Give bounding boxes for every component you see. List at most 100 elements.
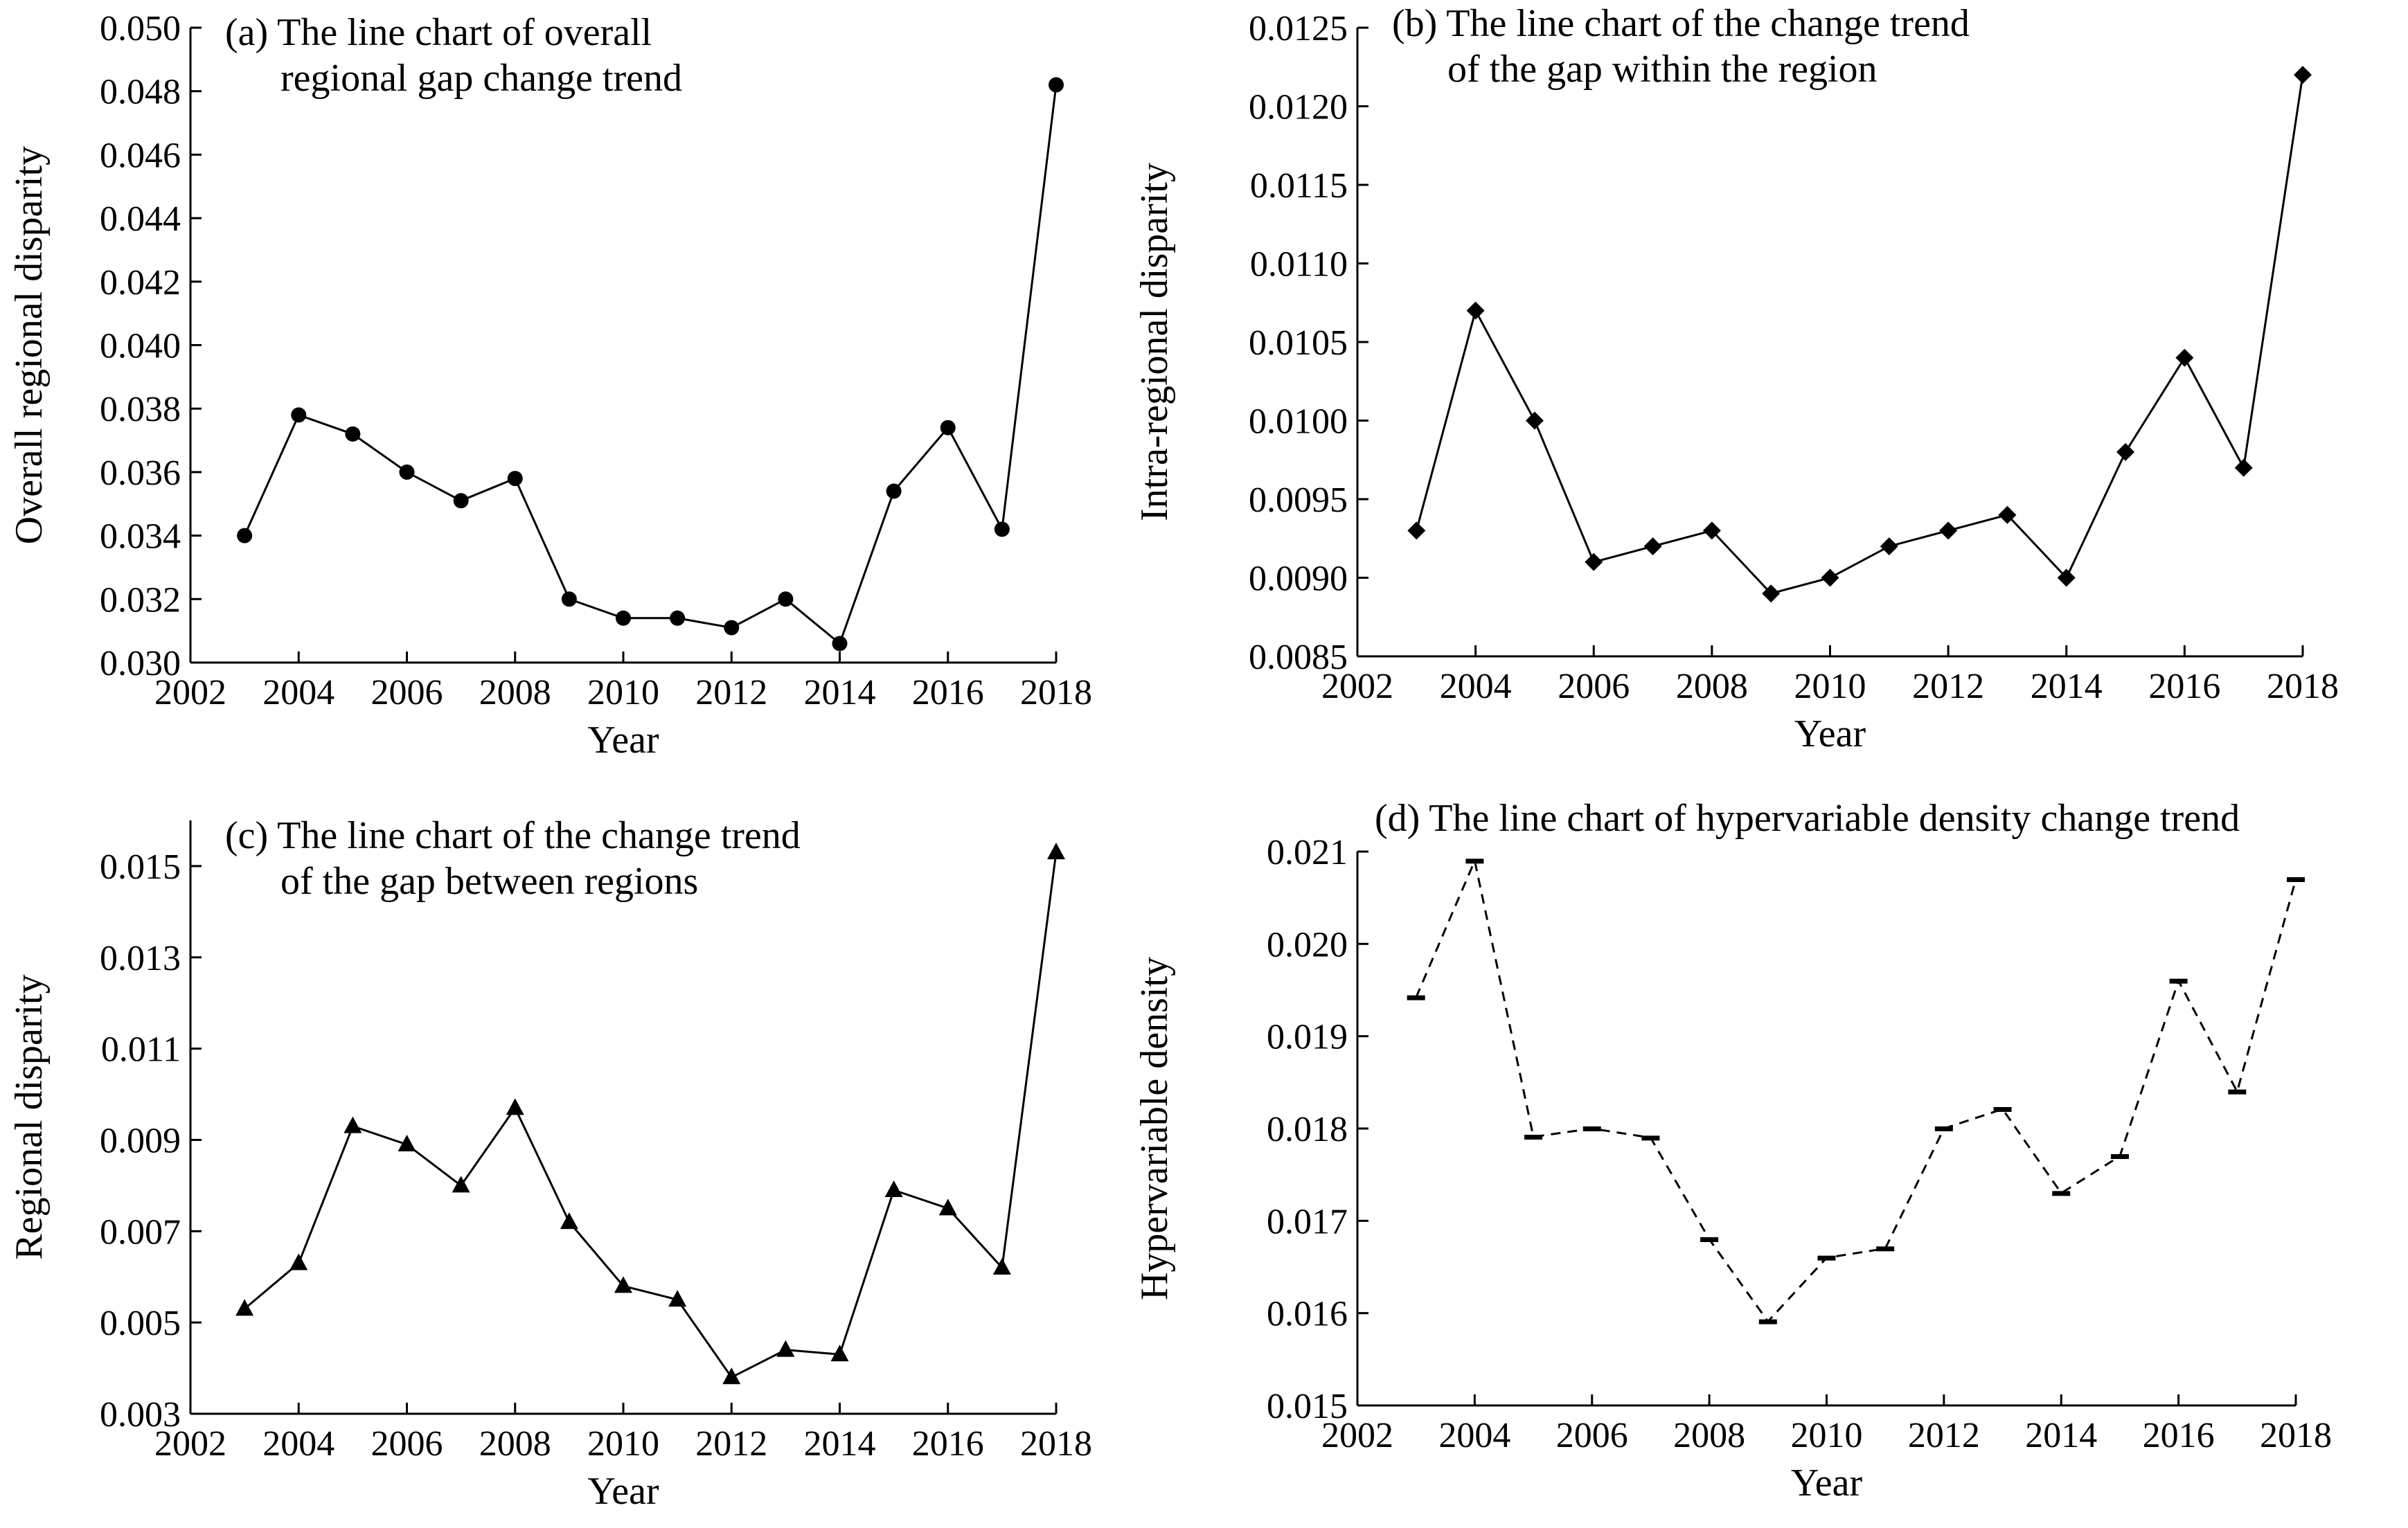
y-tick-label: 0.020 (1267, 925, 1348, 964)
data-point (1407, 995, 1425, 1000)
y-tick-label: 0.011 (101, 1030, 181, 1070)
data-point (2287, 877, 2305, 882)
y-tick-label: 0.003 (100, 1395, 181, 1435)
data-point (1524, 1135, 1543, 1140)
x-tick-label: 2012 (695, 1424, 767, 1464)
series-line (243, 84, 1058, 646)
x-tick-label: 2016 (2148, 667, 2220, 706)
y-tick-label: 0.038 (100, 390, 181, 429)
data-point (1934, 1126, 1953, 1131)
panel-a: 0.030 0.032 0.034 0.036 0.038 0.040 0.042 0.044… (8, 9, 1092, 762)
y-tick-label: 0.0115 (1250, 166, 1348, 206)
x-tick-label: 2010 (1794, 667, 1866, 706)
series-line (1415, 857, 2297, 1324)
data-point (2057, 568, 2076, 587)
y-tick-label: 0.048 (100, 73, 181, 112)
y-tick-label: 0.030 (100, 644, 181, 683)
x-tick-label: 2018 (2267, 667, 2339, 706)
data-point (670, 610, 686, 626)
x-tick-label: 2006 (371, 673, 443, 712)
y-axis-title: Hypervariable density (1133, 957, 1176, 1300)
data-point (778, 591, 794, 607)
panel-b: 0.0085 0.0090 0.0095 0.0100 0.0105 0.0110 0.01… (1133, 2, 2339, 755)
data-point (289, 1253, 308, 1270)
data-point (507, 471, 523, 487)
data-point (345, 426, 361, 442)
data-point (291, 407, 307, 423)
x-tick-label: 2002 (154, 1424, 226, 1464)
y-tick-label: 0.0095 (1249, 480, 1348, 520)
data-point (506, 1098, 524, 1115)
x-tick-label: 2014 (2031, 667, 2103, 706)
data-point (1993, 1107, 2012, 1112)
data-point (2228, 1089, 2247, 1095)
data-point (344, 1116, 362, 1133)
data-point (235, 1299, 254, 1316)
data-point (776, 1340, 795, 1357)
x-tick-label: 2012 (1912, 667, 1984, 706)
data-point (1643, 537, 1662, 556)
x-tick-label: 2010 (587, 673, 659, 712)
data-point (1585, 552, 1603, 571)
x-axis-title: Year (587, 1470, 659, 1513)
data-point (1465, 859, 1484, 864)
data-point (938, 1198, 957, 1216)
data-point (1049, 77, 1064, 93)
y-tick-label: 0.021 (1267, 833, 1348, 872)
y-tick-label: 0.0125 (1249, 9, 1348, 48)
x-tick-label: 2006 (371, 1424, 443, 1464)
y-tick-label: 0.0105 (1249, 323, 1348, 363)
data-point (1582, 1126, 1601, 1131)
y-tick-label: 0.0090 (1249, 559, 1348, 599)
y-tick-label: 0.007 (100, 1212, 181, 1252)
data-point (2169, 978, 2188, 984)
panel-title-line: (b) The line chart of the change trend (1392, 2, 1970, 45)
data-point (2175, 348, 2194, 367)
data-point (614, 1276, 632, 1293)
data-point (722, 1367, 741, 1385)
data-point (884, 1180, 903, 1197)
panel-title-line: regional gap change trend (280, 57, 682, 100)
y-tick-label: 0.015 (1267, 1387, 1348, 1426)
panel-title-line: of the gap between regions (280, 860, 698, 903)
series-line (244, 852, 1058, 1379)
x-tick-label: 2006 (1556, 1416, 1628, 1455)
x-tick-label: 2018 (2260, 1416, 2332, 1455)
y-axis-title: Overall regional disparity (8, 146, 51, 544)
data-point (992, 1258, 1011, 1275)
x-tick-label: 2002 (1321, 667, 1393, 706)
x-tick-label: 2004 (262, 1424, 335, 1464)
y-tick-label: 0.036 (100, 453, 181, 493)
y-tick-label: 0.016 (1267, 1295, 1348, 1334)
y-tick-label: 0.0120 (1249, 88, 1348, 127)
x-tick-label: 2008 (479, 1424, 551, 1464)
data-point (560, 1212, 578, 1230)
data-point (940, 420, 956, 435)
x-tick-label: 2010 (587, 1424, 659, 1464)
x-tick-label: 2018 (1020, 673, 1092, 712)
x-tick-label: 2010 (1791, 1416, 1863, 1455)
data-point (1939, 521, 1958, 540)
x-tick-label: 2018 (1020, 1424, 1092, 1464)
y-tick-label: 0.042 (100, 263, 181, 303)
x-axis-title: Year (1794, 712, 1866, 755)
panel-c: 0.003 0.005 0.007 0.009 0.011 0.013 0.015 2002 2… (8, 814, 1092, 1513)
y-axis-title: Regional disparity (8, 974, 51, 1259)
y-axis-title: Intra-regional disparity (1133, 163, 1176, 521)
y-tick-label: 0.044 (100, 199, 181, 239)
data-point (1817, 1255, 1836, 1261)
x-tick-label: 2004 (1440, 667, 1512, 706)
data-point (2234, 458, 2253, 477)
data-point (724, 620, 740, 636)
x-tick-label: 2004 (1438, 1416, 1510, 1455)
y-tick-label: 0.015 (100, 847, 181, 887)
data-point (2052, 1191, 2071, 1196)
data-point (452, 1176, 470, 1193)
y-tick-label: 0.050 (100, 9, 181, 48)
series-line (1415, 74, 2304, 595)
x-tick-label: 2014 (804, 1424, 876, 1464)
panel-title-line: (a) The line chart of overall (225, 11, 652, 54)
x-tick-label: 2008 (1676, 667, 1748, 706)
y-tick-label: 0.0085 (1249, 638, 1348, 677)
data-point (1876, 1246, 1895, 1252)
